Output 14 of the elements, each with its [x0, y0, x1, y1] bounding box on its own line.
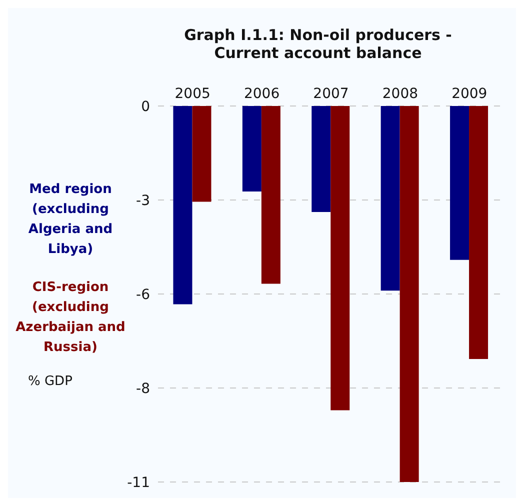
- y-tick-label: 0: [141, 98, 150, 115]
- x-tick-label: 2009: [452, 86, 488, 102]
- y-axis-title: % GDP: [28, 374, 72, 389]
- y-tick-label: -8: [136, 380, 150, 397]
- chart-title: Graph I.1.1: Non-oil producers - Current account balance: [183, 26, 453, 62]
- y-tick-label: -3: [136, 192, 150, 209]
- y-tick-label: -6: [136, 286, 150, 303]
- x-tick-label: 2006: [244, 86, 280, 102]
- text: CIS-region (excluding Azerbaijan and Russia): [16, 280, 126, 355]
- x-tick-label: 2008: [382, 86, 418, 102]
- y-tick-label: -11: [127, 474, 150, 491]
- x-tick-label: 2005: [174, 86, 210, 102]
- text: Med region (excluding Algeria and Libya): [28, 182, 113, 257]
- x-tick-label: 2007: [313, 86, 349, 102]
